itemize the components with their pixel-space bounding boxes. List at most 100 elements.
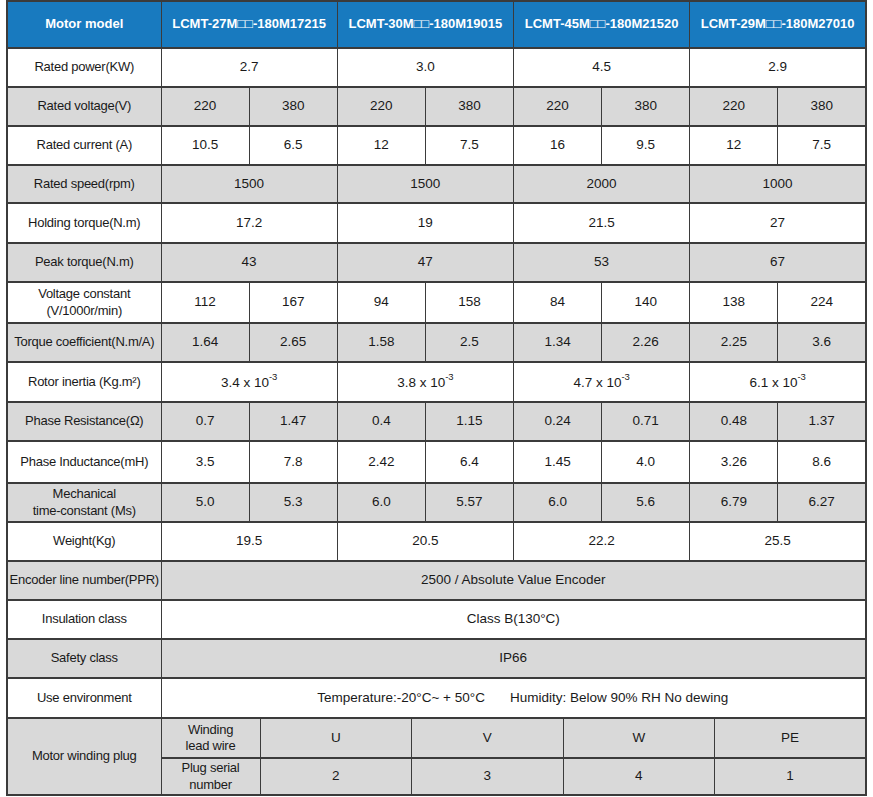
value-rated-voltage-5: 380 (602, 87, 690, 126)
value-plug-serial-number-0: 2 (260, 758, 412, 795)
value-voltage-constant-6: 138 (690, 282, 778, 323)
value-voltage-constant-4: 84 (514, 282, 602, 323)
label-mechanical-time-constant: Mechanical time-constant (Ms) (7, 483, 161, 522)
value-mechanical-time-constant-0: 5.0 (161, 483, 249, 522)
header-model-2: LCMT-45M□□-180M21520 (514, 1, 690, 48)
value-torque-coefficient-0: 1.64 (161, 323, 249, 362)
value-torque-coefficient-6: 2.25 (690, 323, 778, 362)
value-rated-voltage-2: 220 (337, 87, 425, 126)
value-rated-voltage-0: 220 (161, 87, 249, 126)
value-rated-voltage-1: 380 (249, 87, 337, 126)
value-voltage-constant-5: 140 (602, 282, 690, 323)
value-rated-speed-1: 1500 (337, 165, 513, 203)
value-torque-coefficient-2: 1.58 (337, 323, 425, 362)
value-phase-inductance-6: 3.26 (690, 441, 778, 483)
value-encoder-line-number-part-0: 2500 / Absolute Value Encoder (421, 572, 605, 587)
label-encoder-line-number: Encoder line number(PPR) (7, 561, 161, 600)
label-rotor-inertia: Rotor inertia (Kg.m²) (7, 362, 161, 402)
value-phase-inductance-3: 6.4 (425, 441, 513, 483)
value-rated-speed-0: 1500 (161, 165, 337, 203)
value-holding-torque-3: 27 (690, 203, 866, 243)
value-torque-coefficient-1: 2.65 (249, 323, 337, 362)
value-rated-speed-2: 2000 (514, 165, 690, 203)
value-weight-2: 22.2 (514, 522, 690, 561)
value-rated-speed-3: 1000 (690, 165, 866, 203)
value-voltage-constant-2: 94 (337, 282, 425, 323)
motor-spec-table: Motor modelLCMT-27M□□-180M17215LCMT-30M□… (6, 0, 867, 719)
label-weight: Weight(Kg) (7, 522, 161, 561)
value-rated-voltage-3: 380 (425, 87, 513, 126)
value-mechanical-time-constant-7: 6.27 (778, 483, 866, 522)
value-mechanical-time-constant-1: 5.3 (249, 483, 337, 522)
label-phase-inductance: Phase Inductance(mH) (7, 441, 161, 483)
value-rated-current-4: 16 (514, 126, 602, 165)
value-weight-0: 19.5 (161, 522, 337, 561)
value-insulation-class: Class B(130°C) (161, 600, 866, 639)
value-plug-serial-number-3: 1 (715, 758, 867, 795)
value-rotor-inertia-1: 3.8 x 10-3 (337, 362, 513, 402)
value-phase-resistance-3: 1.15 (425, 402, 513, 441)
value-peak-torque-3: 67 (690, 243, 866, 282)
value-phase-inductance-0: 3.5 (161, 441, 249, 483)
value-plug-serial-number-1: 3 (412, 758, 564, 795)
value-rated-current-6: 12 (690, 126, 778, 165)
value-peak-torque-2: 53 (514, 243, 690, 282)
value-phase-inductance-5: 4.0 (602, 441, 690, 483)
value-mechanical-time-constant-4: 6.0 (514, 483, 602, 522)
value-exponent: -3 (269, 371, 277, 382)
value-holding-torque-0: 17.2 (161, 203, 337, 243)
header-model-0: LCMT-27M□□-180M17215 (161, 1, 337, 48)
label-use-environment: Use environment (7, 678, 161, 718)
label-peak-torque: Peak torque(N.m) (7, 243, 161, 282)
value-rated-current-1: 6.5 (249, 126, 337, 165)
value-holding-torque-1: 19 (337, 203, 513, 243)
value-mechanical-time-constant-6: 6.79 (690, 483, 778, 522)
value-rated-current-2: 12 (337, 126, 425, 165)
value-holding-torque-2: 21.5 (514, 203, 690, 243)
header-model-1: LCMT-30M□□-180M19015 (337, 1, 513, 48)
sublabel-winding-lead-wire: Winding lead wire (161, 719, 260, 758)
value-phase-inductance-1: 7.8 (249, 441, 337, 483)
value-mechanical-time-constant-3: 5.57 (425, 483, 513, 522)
value-peak-torque-0: 43 (161, 243, 337, 282)
value-phase-resistance-6: 0.48 (690, 402, 778, 441)
value-torque-coefficient-5: 2.26 (602, 323, 690, 362)
value-mechanical-time-constant-2: 6.0 (337, 483, 425, 522)
value-peak-torque-1: 47 (337, 243, 513, 282)
value-use-environment: Temperature:-20°C~ + 50°CHumidity: Below… (161, 678, 866, 718)
header-motor-model: Motor model (7, 1, 161, 48)
label-torque-coefficient: Torque coefficient(N.m/A) (7, 323, 161, 362)
value-phase-resistance-0: 0.7 (161, 402, 249, 441)
value-base: 3.4 x 10 (221, 375, 269, 390)
value-weight-3: 25.5 (690, 522, 866, 561)
value-torque-coefficient-3: 2.5 (425, 323, 513, 362)
value-winding-lead-wire-3: PE (715, 719, 867, 758)
label-insulation-class: Insulation class (7, 600, 161, 639)
label-motor-winding-plug: Motor winding plug (7, 719, 161, 795)
label-rated-power: Rated power(KW) (7, 48, 161, 87)
value-winding-lead-wire-2: W (563, 719, 715, 758)
value-base: 4.7 x 10 (573, 375, 621, 390)
value-voltage-constant-1: 167 (249, 282, 337, 323)
value-base: 3.8 x 10 (397, 375, 445, 390)
value-rated-voltage-6: 220 (690, 87, 778, 126)
label-holding-torque: Holding torque(N.m) (7, 203, 161, 243)
value-voltage-constant-0: 112 (161, 282, 249, 323)
value-exponent: -3 (797, 371, 805, 382)
motor-winding-plug-table: Motor winding plugWinding lead wireUVWPE… (6, 719, 867, 796)
value-phase-inductance-2: 2.42 (337, 441, 425, 483)
value-phase-inductance-4: 1.45 (514, 441, 602, 483)
motor-spec-sheet: Motor modelLCMT-27M□□-180M17215LCMT-30M□… (6, 0, 867, 796)
value-phase-inductance-7: 8.6 (778, 441, 866, 483)
value-rated-current-7: 7.5 (778, 126, 866, 165)
value-rated-current-0: 10.5 (161, 126, 249, 165)
value-rotor-inertia-3: 6.1 x 10-3 (690, 362, 866, 402)
sublabel-plug-serial-number: Plug serial number (161, 758, 260, 795)
value-phase-resistance-5: 0.71 (602, 402, 690, 441)
value-base: 6.1 x 10 (749, 375, 797, 390)
value-use-environment-part-0: Temperature:-20°C~ + 50°C (317, 690, 485, 705)
label-phase-resistance: Phase Resistance(Ω) (7, 402, 161, 441)
label-voltage-constant: Voltage constant (V/1000r/min) (7, 282, 161, 323)
label-rated-voltage: Rated voltage(V) (7, 87, 161, 126)
value-voltage-constant-3: 158 (425, 282, 513, 323)
